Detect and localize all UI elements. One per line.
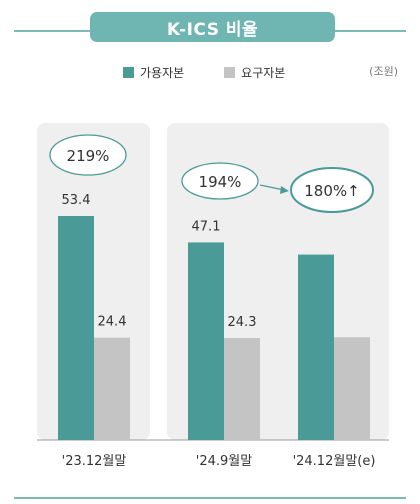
legend-swatch-required [224,67,236,78]
unit-label: (조원) [369,65,398,78]
bottom-rule [14,497,406,499]
bar-required-0 [94,337,130,440]
data-label-required-0: 24.4 [98,315,127,330]
bar-available-1 [188,242,224,440]
category-label-2: '24.12월말(e) [293,454,376,469]
category-label-1: '24.9월말 [196,454,252,469]
legend-label-available: 가용자본 [140,66,185,80]
ratio-label-1: 194% [199,173,242,191]
legend-item-available: 가용자본 [123,64,184,81]
legend-swatch-available [123,67,134,78]
ratio-arrow-line [259,184,285,191]
category-label-0: '23.12월말 [62,454,127,469]
bar-available-0 [58,216,94,440]
bar-required-1 [224,338,260,440]
ratio-ellipse-2 [290,167,374,213]
ratio-ellipse-1 [181,162,259,200]
ratio-ellipse-0 [49,134,127,176]
data-label-available-0: 53.4 [62,193,91,208]
legend-label-required: 요구자본 [241,66,286,80]
bar-available-2 [298,254,334,440]
data-label-available-1: 47.1 [192,219,221,234]
data-label-required-1: 24.3 [228,315,257,330]
bar-required-2 [334,337,370,440]
ratio-arrow-head [280,186,289,194]
ratio-label-2: 180%↑ [304,182,359,200]
legend-item-required: 요구자본 [224,64,285,81]
chart-title: K-ICS 비율 [90,12,335,42]
ratio-label-0: 219% [67,147,110,165]
legend: 가용자본 요구자본 [123,64,325,81]
